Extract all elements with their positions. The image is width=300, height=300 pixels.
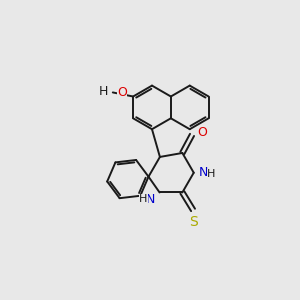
Text: H: H <box>139 194 148 204</box>
Text: N: N <box>146 194 156 206</box>
Text: H: H <box>207 169 215 179</box>
Text: H: H <box>98 85 108 98</box>
Text: S: S <box>189 215 197 229</box>
Text: O: O <box>117 86 127 99</box>
Text: N: N <box>199 166 208 179</box>
Text: O: O <box>197 126 207 140</box>
